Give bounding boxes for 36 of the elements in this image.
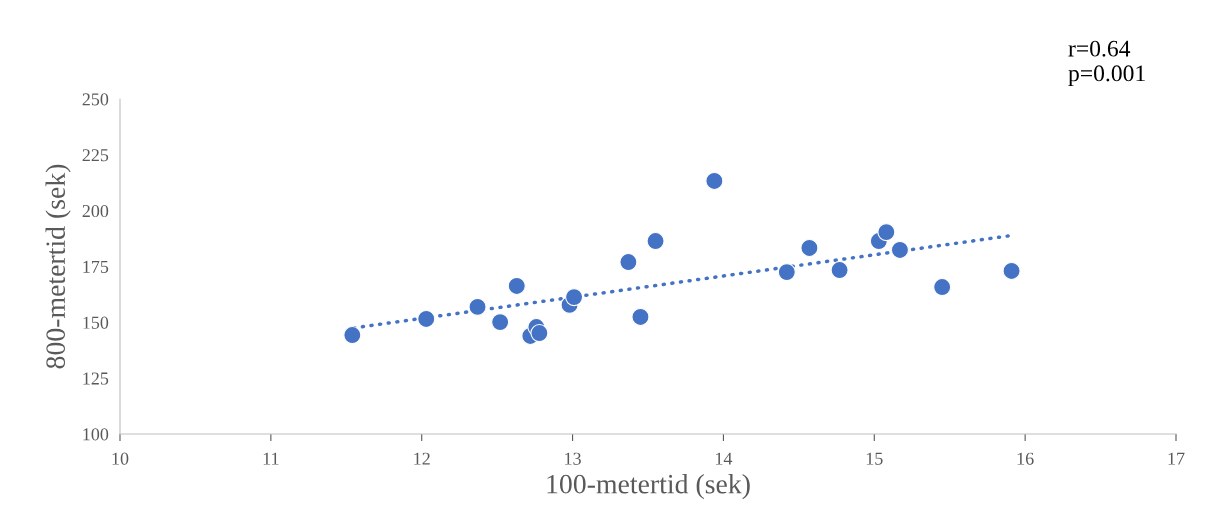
point <box>343 326 362 345</box>
point <box>1002 261 1021 281</box>
x-tick-label: 14 <box>715 452 733 465</box>
y-tick-label: 250 <box>82 93 109 106</box>
y-tick-label: 150 <box>83 316 109 329</box>
x-tick-label: 11 <box>263 452 279 465</box>
point <box>631 307 650 327</box>
point <box>800 238 819 258</box>
point <box>565 288 584 307</box>
point <box>646 231 665 251</box>
x-tick-label: 10 <box>112 452 129 465</box>
point <box>530 323 549 343</box>
y-tick-label: 225 <box>82 149 109 162</box>
x-tick-label: 12 <box>414 452 430 465</box>
x-tick-label: 17 <box>1168 452 1185 465</box>
point <box>468 297 487 316</box>
y-axis-title: 800-metertid (sek) <box>45 164 71 369</box>
point <box>619 252 638 272</box>
point <box>507 276 526 295</box>
point <box>877 223 896 242</box>
y-tick-label: 125 <box>83 372 109 385</box>
point <box>933 277 952 297</box>
point <box>830 261 849 280</box>
y-tick-label: 175 <box>83 260 109 273</box>
point <box>777 263 796 282</box>
point <box>890 240 909 260</box>
y-tick-label: 200 <box>82 204 109 218</box>
text: r=0.64 p=0.001 <box>1068 40 1145 87</box>
point <box>417 309 436 329</box>
point <box>705 171 724 191</box>
point <box>491 313 510 332</box>
x-tick-label: 15 <box>866 452 883 465</box>
x-tick-label: 13 <box>565 452 581 465</box>
x-axis-title: 100-metertid (sek) <box>547 473 750 500</box>
x-tick-label: 16 <box>1017 452 1034 465</box>
y-tick-label: 100 <box>83 428 109 441</box>
